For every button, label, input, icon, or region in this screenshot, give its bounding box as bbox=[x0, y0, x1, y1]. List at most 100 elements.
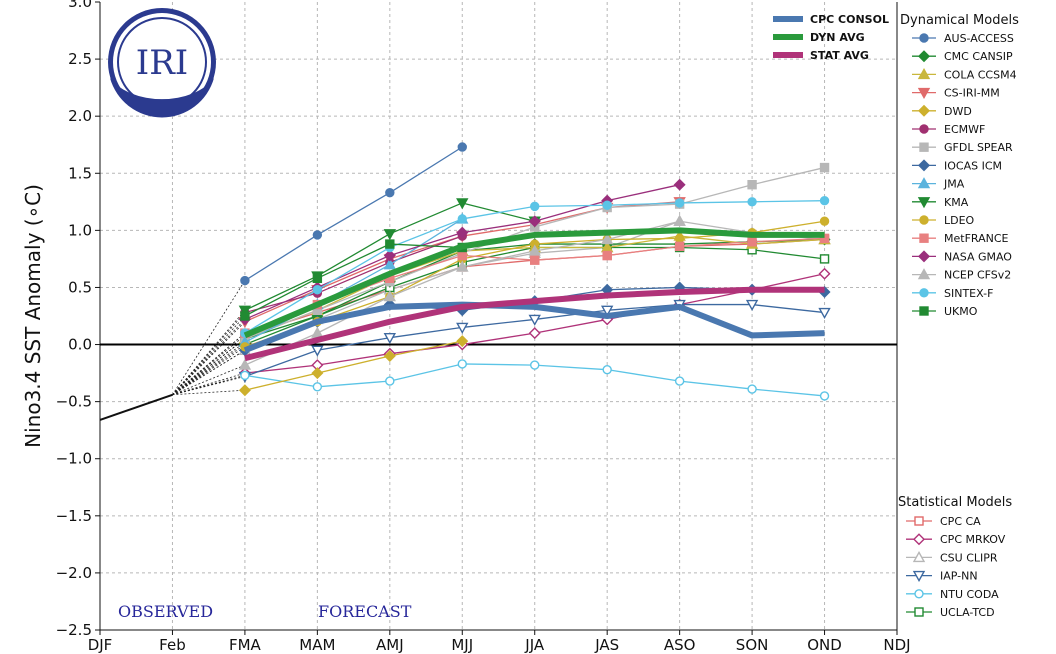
series-point bbox=[528, 314, 541, 326]
series-line bbox=[244, 146, 463, 282]
series-point bbox=[818, 267, 831, 280]
legend-label: SINTEX-F bbox=[944, 287, 993, 300]
series-point bbox=[674, 233, 685, 244]
legend-label: MetFRANCE bbox=[944, 232, 1009, 245]
legend-marker bbox=[918, 104, 930, 117]
legend-marker bbox=[917, 268, 931, 280]
legend-label: NASA GMAO bbox=[944, 250, 1012, 263]
series-sintex-f bbox=[240, 195, 830, 338]
series-point bbox=[457, 359, 467, 369]
y-tick-label: 2.0 bbox=[68, 107, 92, 125]
x-tick-label: ASO bbox=[664, 636, 696, 654]
legend-marker bbox=[914, 589, 924, 599]
series-point bbox=[456, 260, 469, 272]
legend-title-statistical: Statistical Models bbox=[898, 495, 1012, 510]
x-tick-label: FMA bbox=[229, 636, 262, 654]
series-point bbox=[456, 322, 469, 334]
legend-marker bbox=[919, 33, 929, 43]
y-axis-label: Nino3.4 SST Anomaly (∘C) bbox=[21, 184, 45, 448]
series-point bbox=[312, 285, 323, 295]
series-point bbox=[674, 198, 685, 208]
series-ncep-cfsv2 bbox=[238, 214, 686, 370]
legend-label: CS-IRI-MM bbox=[944, 87, 1000, 100]
series-point bbox=[240, 370, 250, 381]
series-point bbox=[383, 290, 397, 302]
series-point bbox=[311, 345, 324, 357]
legend-label: STAT AVG bbox=[810, 49, 869, 62]
legend-label: JMA bbox=[943, 178, 965, 191]
connector-line bbox=[172, 338, 246, 396]
legend-label: CPC CA bbox=[940, 515, 981, 528]
series-point bbox=[457, 214, 467, 224]
series-point bbox=[528, 244, 541, 256]
legend-label: NCEP CFSv2 bbox=[944, 269, 1011, 282]
series-point bbox=[383, 332, 397, 345]
legend-label: NTU CODA bbox=[940, 588, 999, 601]
series-line bbox=[244, 286, 825, 362]
legend-marker bbox=[917, 197, 931, 209]
series-cpc-consol bbox=[243, 301, 825, 354]
series-point bbox=[819, 162, 830, 173]
series-point bbox=[819, 391, 830, 401]
series-point bbox=[530, 360, 540, 370]
legend-marker bbox=[918, 50, 930, 63]
iri-logo: IRI bbox=[108, 8, 216, 118]
series-point bbox=[240, 311, 250, 321]
observed-label: OBSERVED bbox=[118, 602, 213, 621]
series-point bbox=[311, 367, 324, 380]
connector-line bbox=[172, 341, 246, 396]
series-point bbox=[383, 258, 397, 270]
series-point bbox=[238, 305, 252, 317]
series-point bbox=[456, 198, 469, 210]
grid bbox=[100, 2, 897, 630]
x-tick-label: MAM bbox=[299, 636, 335, 654]
x-tick-label: SON bbox=[736, 636, 769, 654]
series-point bbox=[238, 384, 251, 397]
connector-line bbox=[172, 364, 246, 396]
series-point bbox=[528, 215, 541, 228]
series-point bbox=[600, 233, 614, 245]
series-point bbox=[530, 255, 540, 265]
connector-line bbox=[172, 344, 246, 396]
series-dyn-avg bbox=[243, 227, 825, 339]
series-line bbox=[244, 243, 463, 317]
series-point bbox=[747, 237, 757, 247]
legend-label: IOCAS ICM bbox=[944, 159, 1002, 172]
x-tick-label: DJF bbox=[88, 636, 113, 654]
legend: CPC CONSOL DYN AVG STAT AVG Dynamical Model… bbox=[773, 13, 1019, 619]
connector-line bbox=[172, 389, 245, 396]
logo-text: IRI bbox=[136, 43, 188, 83]
legend-label: CPC CONSOL bbox=[810, 13, 889, 26]
series-point bbox=[674, 241, 685, 252]
legend-title-dynamical: Dynamical Models bbox=[900, 13, 1019, 28]
y-tick-label: −1.0 bbox=[56, 450, 92, 468]
series-point bbox=[819, 254, 830, 264]
series-point bbox=[385, 239, 395, 249]
connector-line bbox=[172, 372, 246, 396]
x-tick-label: MJJ bbox=[451, 636, 473, 654]
series-point bbox=[819, 216, 830, 226]
legend-marker bbox=[919, 142, 929, 152]
legend-marker bbox=[918, 159, 930, 172]
series-jma bbox=[238, 212, 469, 347]
x-tick-label: JAS bbox=[594, 636, 619, 654]
y-tick-label: 1.0 bbox=[68, 221, 92, 239]
legend-marker bbox=[914, 516, 924, 526]
series-line bbox=[243, 301, 825, 354]
series-point bbox=[673, 214, 686, 226]
series-dwd bbox=[238, 335, 469, 397]
y-tick-label: 0.0 bbox=[68, 336, 92, 354]
observed-line bbox=[99, 393, 173, 421]
legend-label: COLA CCSM4 bbox=[944, 68, 1017, 81]
x-tick-label: OND bbox=[807, 636, 842, 654]
series-point bbox=[383, 349, 396, 362]
legend-label: UKMO bbox=[944, 305, 978, 318]
series-line bbox=[243, 227, 825, 339]
legend-label: DWD bbox=[944, 105, 972, 118]
series-point bbox=[818, 307, 831, 320]
legend-marker bbox=[912, 550, 926, 563]
y-tick-label: −1.5 bbox=[56, 507, 92, 525]
series-point bbox=[383, 229, 397, 241]
y-tick-label: −2.0 bbox=[56, 564, 92, 582]
